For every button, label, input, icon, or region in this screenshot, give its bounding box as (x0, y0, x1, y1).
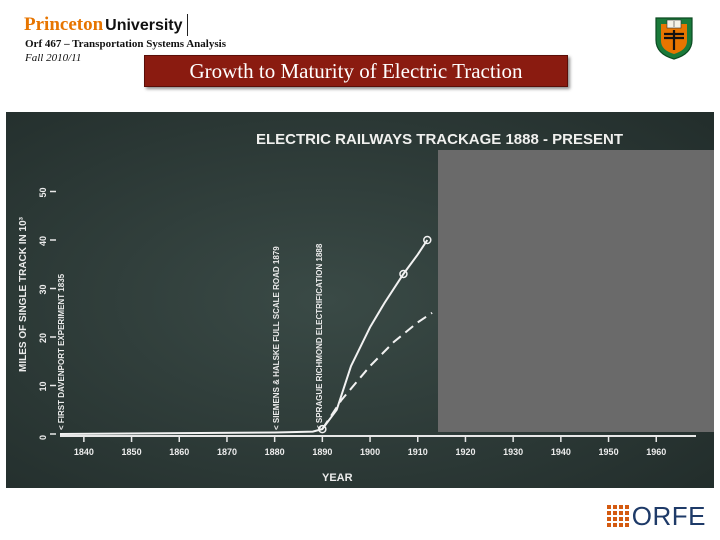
svg-text:< FIRST DAVENPORT EXPERIMENT 1: < FIRST DAVENPORT EXPERIMENT 1835 (57, 273, 66, 430)
orfe-grid-icon (606, 505, 629, 527)
x-tick-label: 1860 (169, 447, 189, 457)
y-tick-label: 10 (38, 381, 48, 391)
x-tick-label: 1840 (74, 447, 94, 457)
y-tick-label: 40 (38, 236, 48, 246)
y-tick-label: 30 (38, 284, 48, 294)
y-axis-label: MILES OF SINGLE TRACK IN 10³ (18, 216, 29, 372)
orfe-logo-text: ORFE (631, 501, 706, 531)
y-axis-label-text: MILES OF SINGLE TRACK IN 10³ (18, 216, 29, 372)
y-axis-ticks: 0 10 20 30 40 50 (38, 187, 56, 440)
y-tick-label-group: 40 (38, 236, 48, 246)
overlay-rectangle (438, 150, 714, 432)
slide-header: Princeton University Orf 467 – Transporta… (0, 0, 720, 112)
svg-text:< SPRAGUE RICHMOND ELECTRIFICA: < SPRAGUE RICHMOND ELECTRIFICATION 1888 (315, 243, 324, 430)
x-tick-label: 1870 (217, 447, 237, 457)
svg-text:< SIEMENS & HALSKE FULL SCALE: < SIEMENS & HALSKE FULL SCALE ROAD 1879 (272, 246, 281, 430)
course-name: Orf 467 – Transportation Systems Analysi… (25, 38, 226, 50)
y-tick-label-group: 0 (38, 435, 48, 440)
x-tick-label: 1880 (265, 447, 285, 457)
x-tick-label: 1920 (455, 447, 475, 457)
x-tick-label: 1960 (646, 447, 666, 457)
y-tick-label: 20 (38, 333, 48, 343)
y-tick-label-group: 30 (38, 284, 48, 294)
chart-title: ELECTRIC RAILWAYS TRACKAGE 1888 - PRESEN… (256, 131, 623, 148)
x-tick-label: 1940 (551, 447, 571, 457)
x-tick-label: 1930 (503, 447, 523, 457)
electric-railways-chart: ELECTRIC RAILWAYS TRACKAGE 1888 - PRESEN… (6, 112, 714, 488)
x-tick-label: 1850 (122, 447, 142, 457)
series-point (318, 424, 327, 434)
annotation-sprague: < SPRAGUE RICHMOND ELECTRIFICATION 1888 (315, 243, 324, 430)
orfe-logo: ORFE (606, 501, 706, 531)
slide-title: Growth to Maturity of Electric Traction (144, 55, 568, 87)
y-tick-label: 0 (38, 435, 48, 440)
x-tick-label: 1900 (360, 447, 380, 457)
x-axis-label: YEAR (322, 472, 353, 484)
annotation-siemens: < SIEMENS & HALSKE FULL SCALE ROAD 1879 (272, 246, 281, 430)
y-tick-label: 50 (38, 187, 48, 197)
y-tick-label-group: 10 (38, 381, 48, 391)
x-tick-label: 1950 (599, 447, 619, 457)
x-tick-label: 1910 (408, 447, 428, 457)
course-term: Fall 2010/11 (25, 52, 82, 64)
series-point (399, 269, 408, 279)
chart-series (59, 235, 433, 435)
y-tick-label-group: 50 (38, 187, 48, 197)
series-point (423, 235, 432, 245)
series-line-total (59, 239, 429, 435)
princeton-logo: Princeton University (24, 14, 188, 36)
x-tick-label: 1890 (312, 447, 332, 457)
y-tick-label-group: 20 (38, 333, 48, 343)
series-line-dashed (321, 311, 433, 430)
annotation-davenport: < FIRST DAVENPORT EXPERIMENT 1835 (57, 273, 66, 430)
princeton-shield-icon (655, 17, 693, 60)
x-axis-ticks: 1840 1850 1860 1870 1880 1890 1900 1910 1920 1930… (74, 436, 666, 457)
